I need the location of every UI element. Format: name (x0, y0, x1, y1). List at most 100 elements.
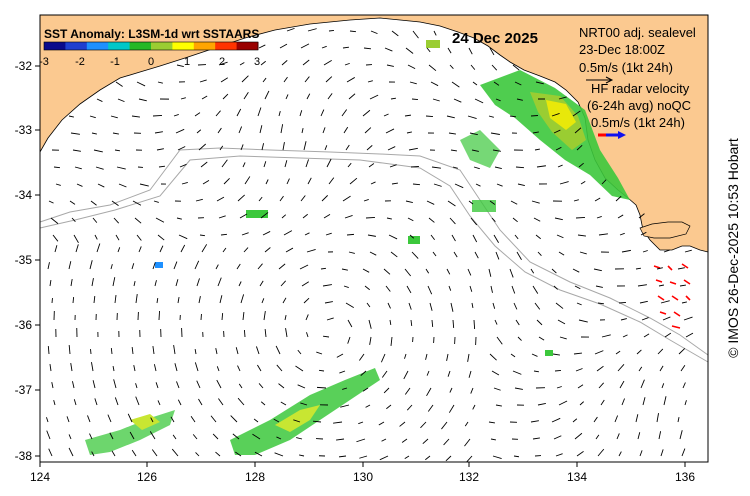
current-arrow (360, 370, 367, 376)
current-arrow (286, 27, 295, 32)
current-arrow (496, 183, 503, 187)
current-arrow (151, 449, 158, 457)
current-arrow (390, 251, 398, 258)
current-arrow (194, 112, 201, 117)
current-arrow (555, 453, 563, 457)
current-arrow (386, 404, 392, 410)
current-arrow (303, 297, 310, 304)
colorbar-frame (43, 41, 259, 51)
current-arrow (663, 396, 667, 406)
current-arrow (493, 234, 499, 243)
current-arrow (367, 80, 373, 83)
current-arrow (553, 129, 561, 134)
current-arrow (425, 455, 431, 461)
current-arrow (593, 268, 602, 272)
current-arrow (574, 127, 582, 134)
current-arrow (304, 76, 310, 83)
current-arrow (558, 400, 568, 406)
current-arrow (110, 347, 113, 355)
current-arrow (243, 329, 246, 338)
current-arrow (452, 319, 455, 329)
current-arrow (199, 234, 206, 237)
current-arrow (532, 285, 539, 294)
current-arrow (468, 200, 474, 205)
current-arrow (235, 347, 239, 355)
current-arrow (640, 231, 647, 236)
current-arrow (356, 438, 366, 443)
current-arrow (572, 418, 578, 423)
x-tick-label: 124 (30, 470, 50, 484)
y-tick-label: -34 (15, 188, 33, 202)
current-arrow (113, 379, 117, 389)
current-arrow (89, 260, 93, 270)
current-arrow (597, 302, 605, 305)
current-arrow (362, 268, 370, 273)
current-arrow (420, 421, 427, 429)
current-arrow (275, 345, 281, 355)
current-arrow (558, 251, 565, 256)
current-arrow (681, 448, 686, 457)
current-arrow (495, 251, 500, 260)
current-arrow (264, 247, 271, 253)
current-arrow (405, 47, 414, 54)
current-arrow (403, 370, 409, 380)
current-arrow (236, 263, 241, 270)
current-arrow (450, 149, 457, 152)
current-arrow (215, 451, 221, 457)
current-arrow (173, 114, 179, 117)
current-arrow (618, 301, 627, 304)
current-arrow (321, 45, 327, 49)
current-arrow (215, 110, 221, 117)
current-arrow (516, 251, 522, 261)
colorbar-swatch (108, 42, 131, 50)
current-arrow (489, 47, 495, 56)
current-arrow (513, 455, 520, 458)
current-arrow (326, 158, 332, 168)
current-arrow (111, 450, 116, 457)
current-arrow (338, 455, 347, 458)
current-arrow (49, 280, 52, 287)
current-arrow (343, 285, 349, 288)
current-arrow (427, 285, 433, 295)
current-arrow (404, 353, 407, 359)
colorbar-swatch (172, 42, 195, 50)
current-arrow (348, 93, 356, 100)
current-arrow (68, 447, 74, 457)
current-arrow (556, 386, 562, 389)
current-arrow (664, 332, 672, 338)
current-arrow (430, 234, 435, 241)
current-arrow (642, 397, 646, 406)
current-arrow (299, 264, 309, 270)
current-arrow (448, 132, 456, 135)
current-arrow (325, 76, 333, 83)
current-arrow (447, 370, 451, 377)
current-arrow (230, 415, 238, 423)
current-arrow (76, 183, 83, 187)
current-arrow (615, 350, 621, 355)
current-arrow (201, 95, 208, 100)
current-arrow (451, 234, 456, 242)
current-arrow (342, 387, 348, 390)
current-arrow (594, 350, 604, 355)
current-arrow (139, 183, 149, 187)
current-arrow (638, 366, 643, 372)
current-arrow (620, 318, 627, 321)
current-vector-field (46, 27, 694, 463)
current-arrow (387, 146, 396, 151)
current-arrow (362, 387, 369, 392)
current-arrow (514, 81, 522, 86)
current-arrow (511, 285, 516, 294)
current-arrow (492, 455, 502, 460)
current-arrow (512, 370, 522, 375)
current-arrow (453, 251, 458, 258)
current-arrow (404, 114, 412, 117)
current-arrow (467, 268, 472, 276)
current-arrow (280, 280, 287, 287)
current-arrow (660, 300, 670, 304)
current-arrow (452, 166, 458, 169)
current-arrow (72, 149, 81, 152)
current-arrow (260, 60, 266, 66)
y-tick-label: -32 (15, 59, 33, 73)
current-arrow (237, 365, 241, 372)
current-arrow (428, 217, 435, 223)
